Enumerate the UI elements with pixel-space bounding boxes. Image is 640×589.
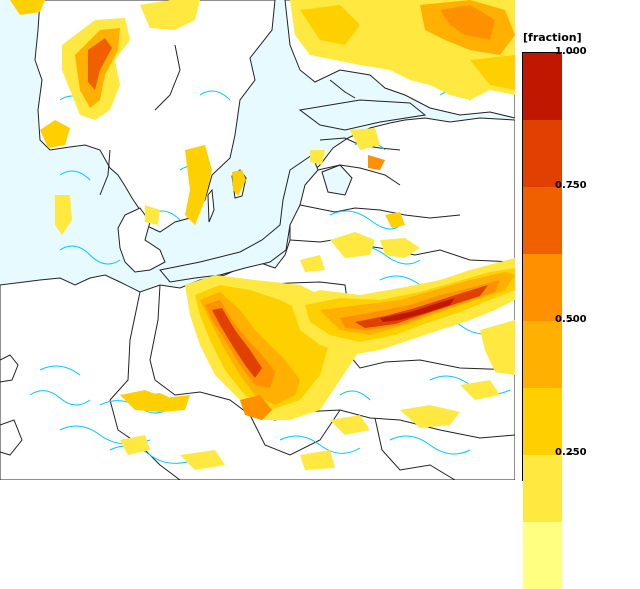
colorbar-segment (523, 187, 562, 254)
colorbar-segment (523, 120, 562, 187)
colorbar-segment (523, 388, 562, 455)
colorbar-segment (523, 254, 562, 321)
europe-map (0, 0, 515, 480)
colorbar-segment (523, 53, 562, 120)
colorbar (522, 52, 562, 481)
oland-land (208, 190, 214, 222)
colorbar-tick-label: 0.750 (555, 180, 587, 191)
colorbar-tick-label: 0.250 (555, 447, 587, 458)
colorbar-segment (523, 522, 562, 589)
colorbar-segment (523, 321, 562, 388)
map-panel (0, 0, 515, 480)
colorbar-segment (523, 455, 562, 522)
colorbar-tick-label: 0.500 (555, 314, 587, 325)
colorbar-unit-label: [fraction] (523, 31, 582, 44)
colorbar-legend: [fraction] 1.000 0.750 0.500 0.250 (515, 0, 640, 480)
colorbar-tick-label: 1.000 (555, 46, 587, 57)
